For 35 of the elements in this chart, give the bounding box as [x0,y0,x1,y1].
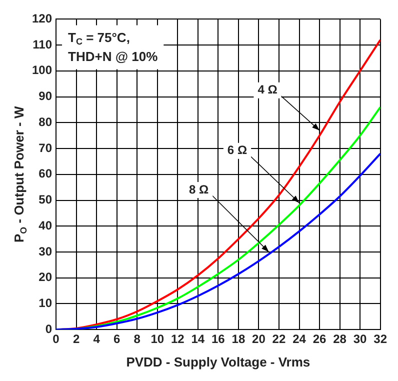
x-tick-label: 16 [211,332,226,346]
y-tick-label: 20 [38,270,52,284]
y-tick-label: 100 [32,63,52,78]
y-tick-label: 80 [38,114,52,129]
x-tick-label: 24 [292,332,306,346]
annotation: 8 Ω [189,182,210,196]
y-tick-label: 70 [38,140,52,155]
y-tick-label: 50 [38,192,52,207]
y-tick-label: 60 [38,166,52,181]
x-tick-label: 8 [134,332,141,346]
x-tick-label: 28 [333,332,347,346]
y-tick-label: 10 [38,296,52,310]
y-tick-label: 0 [45,322,52,336]
x-tick-label: 18 [232,332,246,346]
x-tick-label: 20 [252,332,266,346]
y-tick-label: 120 [32,12,52,26]
x-tick-label: 4 [93,332,100,346]
y-tick-label: 30 [38,244,52,258]
x-tick-label: 32 [374,332,388,346]
annotation: 4 Ω [258,82,278,97]
x-tick-label: 6 [113,332,120,346]
x-tick-label: 22 [272,332,286,346]
x-tick-label: 26 [312,332,327,346]
x-axis-title: PVDD - Supply Voltage - Vrms [126,354,310,370]
y-axis-title: PO - Output Power - W [12,106,28,243]
x-tick-label: 12 [170,332,185,346]
x-tick-label: 2 [72,332,80,346]
x-tick-label: 10 [150,332,164,346]
x-tick-label: 14 [191,332,205,346]
annotation: THD+N @ 10% [68,48,158,64]
annotation: 6 Ω [227,143,248,158]
y-tick-label: 40 [38,218,52,232]
y-tick-label: 90 [38,89,52,104]
x-tick-label: 30 [353,332,368,346]
y-tick-label: 110 [32,37,52,52]
